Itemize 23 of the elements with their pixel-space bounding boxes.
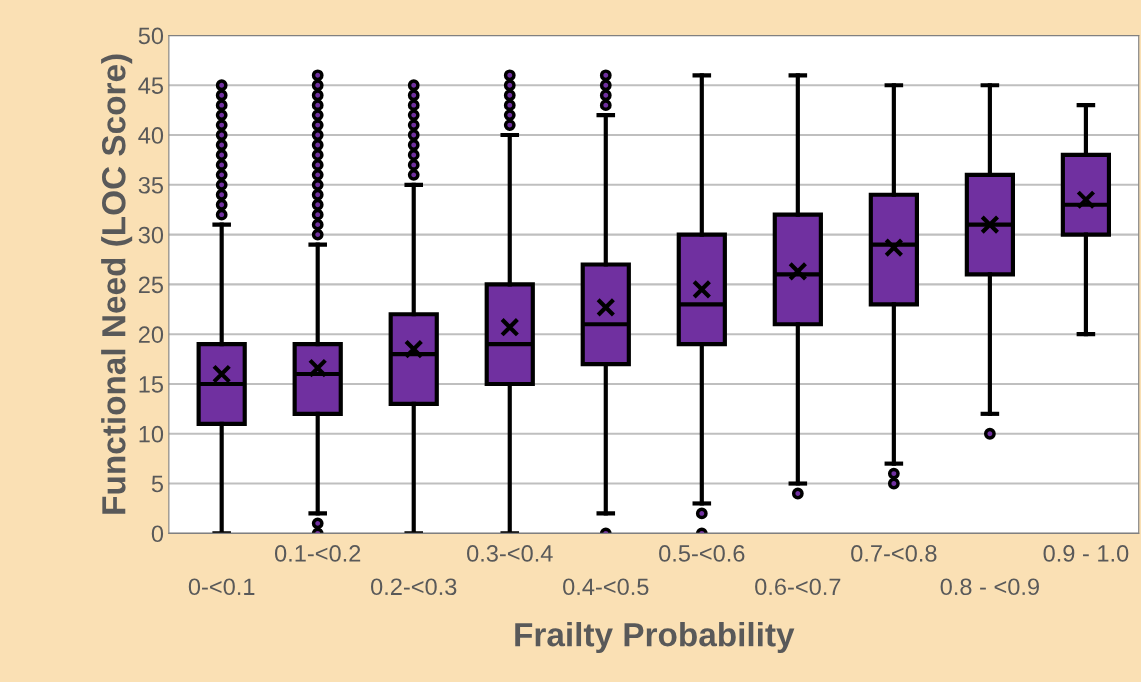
y-tick-label: 10	[139, 425, 164, 443]
y-tick-label: 0	[151, 525, 164, 543]
x-tick-label: 0.2-<0.3	[371, 578, 457, 596]
y-tick-label: 45	[138, 77, 164, 95]
x-tick-label: 0.5-<0.6	[659, 545, 745, 562]
x-tick-label: 0.6-<0.7	[755, 578, 841, 596]
x-tick-label: 0-<0.1	[188, 578, 255, 596]
x-axis-title: Frailty Probability	[515, 622, 795, 654]
y-axis-title: Functional Need (LOC Score)	[101, 54, 133, 514]
y-tick-label: 25	[138, 276, 164, 294]
y-tick-label: 35	[138, 176, 164, 194]
y-tick-label: 20	[138, 326, 164, 343]
y-tick-label: 15	[139, 376, 164, 393]
x-tick-label: 0.7-<0.8	[851, 545, 937, 562]
y-tick-label: 30	[138, 226, 164, 244]
y-tick-label: 5	[151, 475, 164, 493]
x-tick-label: 0.9 - 1.0	[1043, 545, 1129, 562]
x-tick-label: 0.4-<0.5	[563, 578, 649, 596]
x-tick-label: 0.1-<0.2	[274, 545, 361, 562]
y-tick-label: 50	[138, 27, 164, 45]
x-tick-label: 0.3-<0.4	[467, 545, 553, 562]
x-tick-label: 0.8 - <0.9	[940, 578, 1039, 596]
y-tick-label: 40	[138, 127, 164, 144]
